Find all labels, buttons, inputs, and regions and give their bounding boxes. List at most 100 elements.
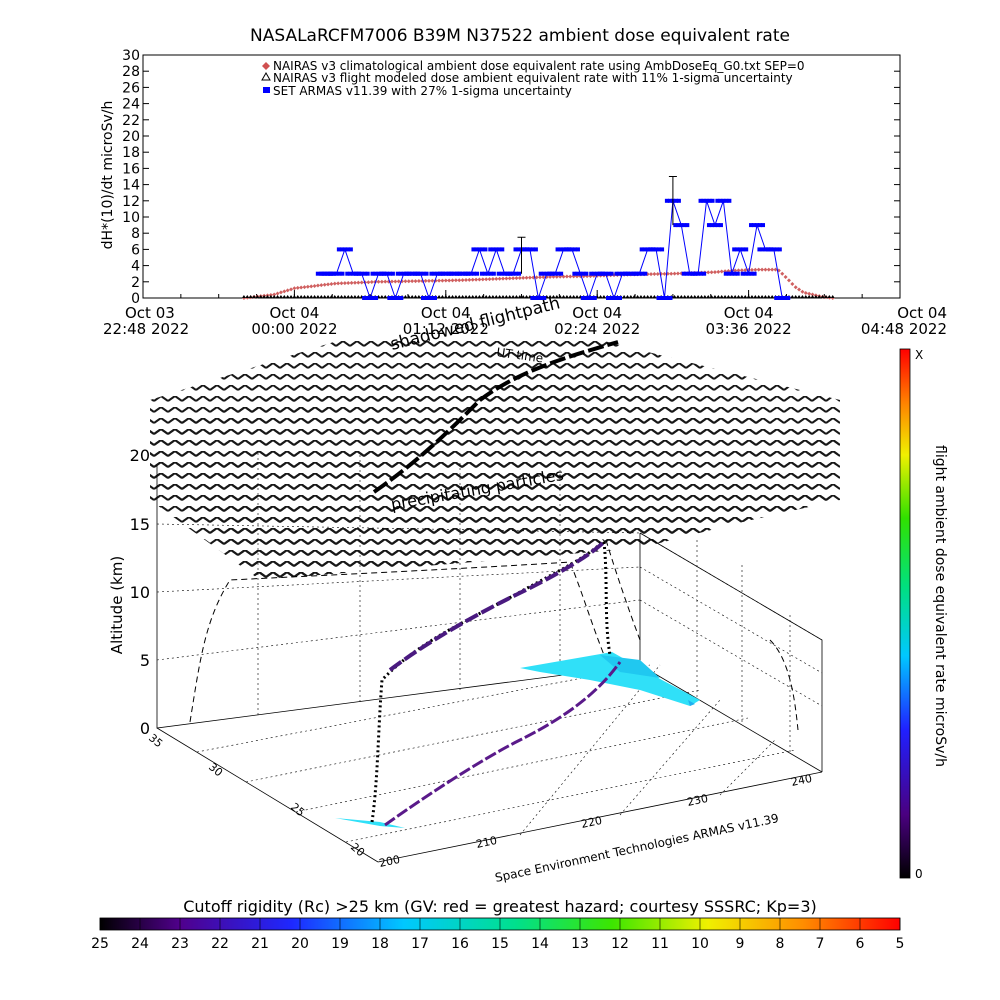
armas-point (752, 223, 757, 228)
armas-point (665, 296, 670, 300)
y-tick-label: 12 (122, 194, 140, 210)
armas-point (348, 247, 353, 252)
flight-modeled-point (352, 295, 357, 298)
flight-modeled-point (561, 295, 566, 298)
floor-edge-left (156, 727, 379, 863)
armas-point (440, 271, 445, 276)
climatological-point (453, 278, 458, 283)
climatological-point (359, 280, 364, 285)
cutoff-colorbar-tick-label: 18 (371, 936, 389, 952)
flight-modeled-point (709, 295, 714, 298)
climatological-point (272, 292, 277, 297)
flight-modeled-point (830, 295, 835, 298)
flight-modeled-point (285, 295, 290, 298)
armas-point (454, 271, 459, 276)
climatological-point (302, 285, 307, 290)
armas-point (469, 271, 474, 276)
climatological-point (406, 279, 411, 284)
climatological-point (322, 282, 327, 287)
flight-modeled-point (813, 295, 818, 298)
climatological-point (463, 278, 468, 283)
armas-point (488, 271, 493, 276)
climatological-point (309, 284, 314, 289)
flight-modeled-point (248, 295, 253, 298)
armas-point (482, 271, 487, 276)
armas-point (485, 271, 490, 276)
armas-point (609, 271, 614, 276)
armas-point (684, 271, 689, 276)
flight-modeled-point (702, 295, 707, 298)
armas-point (477, 247, 482, 252)
climatological-point (551, 274, 556, 279)
armas-point (620, 271, 625, 276)
flight-modeled-point (699, 295, 704, 298)
climatological-point (275, 291, 280, 296)
colorbar-bottom-label: 0 (915, 867, 923, 881)
armas-point (777, 247, 782, 252)
armas-point (407, 271, 412, 276)
climatological-point (672, 271, 677, 276)
armas-point (563, 247, 568, 252)
armas-point (651, 247, 656, 252)
flight-modeled-point (686, 295, 691, 298)
armas-line (323, 200, 783, 300)
climatological-point (763, 267, 768, 272)
climatological-point (437, 278, 442, 283)
x-tick-label-line1: Oct 04 (897, 304, 947, 322)
armas-point (622, 271, 627, 276)
armas-point (657, 247, 662, 252)
armas-point (474, 247, 479, 252)
flight-modeled-point (497, 295, 502, 298)
lat-tick: 30 (206, 760, 225, 779)
flight-modeled-point (480, 295, 485, 298)
climatological-point (376, 279, 381, 284)
flight-modeled-point (289, 295, 294, 298)
armas-point (667, 198, 672, 203)
flight-modeled-point (649, 295, 654, 298)
flight-modeled-point (817, 295, 822, 298)
armas-point (472, 271, 477, 276)
armas-point (612, 296, 617, 300)
armas-point (432, 296, 437, 300)
legend: NAIRAS v3 climatological ambient dose eq… (261, 59, 805, 98)
armas-point (740, 271, 745, 276)
flight-modeled-point (719, 295, 724, 298)
armas-point (603, 271, 608, 276)
x-tick-label-line1: Oct 04 (270, 304, 320, 322)
flight-modeled-point (309, 295, 314, 298)
armas-point (541, 271, 546, 276)
armas-point (755, 223, 760, 228)
legend-item-flight-modeled: NAIRAS v3 flight modeled dose ambient eq… (261, 71, 793, 85)
armas-point (586, 296, 591, 300)
climatological-point (349, 280, 354, 285)
climatological-point (490, 277, 495, 282)
armas-point (530, 247, 535, 252)
armas-point (390, 296, 395, 300)
armas-point (634, 271, 639, 276)
armas-point (726, 271, 731, 276)
flight-modeled-point (252, 295, 257, 298)
climatological-point (511, 276, 516, 281)
flight-modeled-point (712, 295, 717, 298)
flight-modeled-point (319, 295, 324, 298)
armas-point (538, 271, 543, 276)
flight-modeled-point (500, 295, 505, 298)
flight-modeled-point (326, 295, 331, 298)
climatological-point (487, 277, 492, 282)
armas-point (334, 271, 339, 276)
armas-point (496, 271, 501, 276)
climatological-point (410, 279, 415, 284)
climatological-point (790, 281, 795, 286)
armas-point (777, 296, 782, 300)
x-tick-label-line2: 03:36 2022 (706, 320, 792, 338)
armas-point (569, 247, 574, 252)
flight-modeled-point (322, 295, 327, 298)
armas-point (679, 223, 684, 228)
armas-point (480, 247, 485, 252)
armas-point (513, 247, 518, 252)
colorbar-axis-label: flight ambient dose equivalent rate micr… (932, 445, 948, 767)
altitude-axis-label: Altitude (km) (108, 556, 126, 654)
armas-point (774, 247, 779, 252)
climatological-point (356, 280, 361, 285)
